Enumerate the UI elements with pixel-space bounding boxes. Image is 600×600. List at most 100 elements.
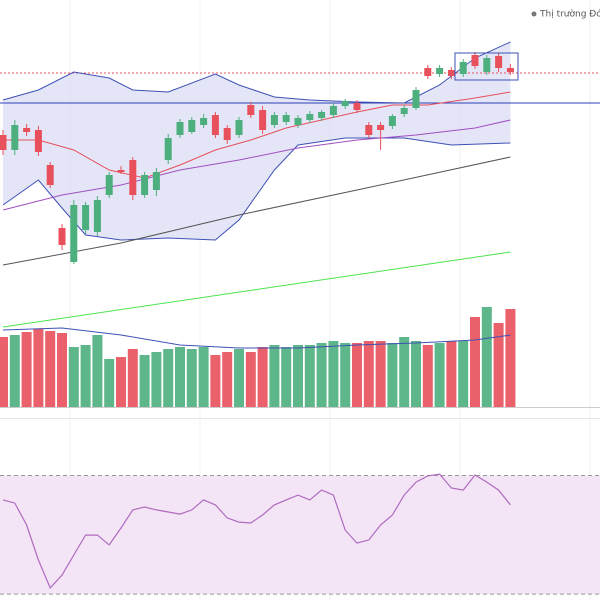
volume-bar [127,349,138,407]
candle-body [424,68,432,76]
legend-dot [531,11,537,17]
volume-average [2,327,511,349]
candle-body [93,200,101,232]
volume-bar [116,357,126,407]
volume-bar [422,345,433,407]
volume-bar [446,341,457,407]
volume-bar [245,352,256,407]
candle-body [495,56,503,68]
volume-bar [175,347,185,407]
volume-bar [68,347,79,407]
candle-body [388,116,396,126]
indicator-line [2,119,511,211]
candle-body [188,120,196,132]
volume-bar [340,343,351,407]
volume-bar [281,347,292,407]
candle-body [141,175,149,195]
candle-body [318,112,326,118]
candle-body [436,68,444,74]
volume-bar [151,352,162,407]
candle-body [329,106,337,115]
volume-bar [411,341,421,407]
candle-body [506,68,514,72]
rsi-line [2,473,511,589]
legend-label[interactable]: Thị trường Đón [539,9,600,20]
candle-body [483,58,491,72]
band-fill [3,42,511,240]
candle-body [176,122,184,135]
volume-bar [399,337,410,407]
candle-body [152,172,160,190]
volume-bar [257,347,268,407]
volume-bar [328,341,339,407]
candle-body [200,118,208,125]
candle-body [235,120,243,135]
volume-bar [222,352,233,407]
volume-bar [375,341,386,407]
candle-body [129,160,137,195]
candle-body [11,125,19,150]
volume-bar [352,343,362,407]
highlight-box [454,52,519,81]
volume-bar [33,329,44,407]
volume-bar [505,309,516,407]
volume-bar [21,332,32,407]
volume-bar [210,355,221,407]
candle-body [223,128,231,140]
candle-body [58,228,66,245]
volume-bar [163,349,174,407]
candle-body [259,110,267,130]
volume-bar [198,347,209,407]
volume-bar [434,343,445,407]
indicator-line [2,156,511,266]
volume-bar [493,323,504,407]
volume-bar [57,333,67,407]
candle-body [270,115,278,125]
volume-bar [45,331,56,407]
candle-body [46,165,54,185]
candle-body [341,101,349,106]
candle-body [164,138,172,160]
volume-bar [363,341,374,407]
volume-bar [269,345,280,407]
candle-body [353,103,361,110]
volume-bar [293,345,303,407]
indicator-line [2,41,511,104]
candle-body [211,115,219,135]
candle-body [105,175,113,195]
plot [0,41,600,595]
candle-body [247,105,255,115]
volume-bar [92,335,103,407]
candle-body [459,62,467,74]
indicator-line [2,137,511,241]
volume-bar [234,349,244,407]
candle-body [400,108,408,114]
volume-bar [186,349,197,407]
volume-bar [458,341,469,407]
candle-body [34,130,42,152]
volume-bar [139,355,150,407]
candle-body [294,118,302,125]
candle-body [412,90,420,108]
candle-body [82,205,90,230]
volume-bar [9,335,20,407]
volume-bar [387,343,398,407]
candle-body [447,70,455,76]
candle-body [0,135,7,150]
volume-bar [304,345,315,407]
volume-bar [80,345,91,407]
volume-bar [316,343,327,407]
candle-body [117,170,125,172]
candle-body [70,205,78,262]
volume-bar [0,337,8,407]
volume-bar [104,359,115,407]
candle-body [282,115,290,122]
volume-bar [481,307,492,407]
volume-bar [470,317,480,407]
indicator-line [2,251,511,328]
candle-body [23,128,31,132]
candle-body [377,125,385,130]
candle-body [306,114,314,120]
candle-body [365,125,373,135]
